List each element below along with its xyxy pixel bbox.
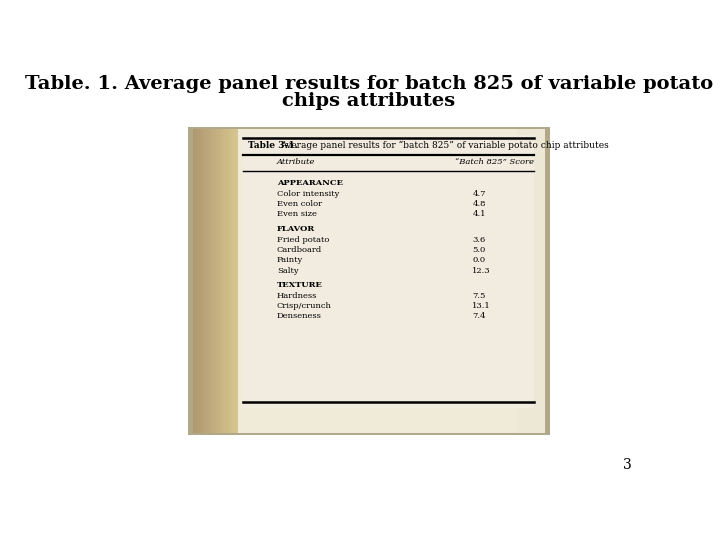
Text: Even color: Even color [277,200,322,208]
Bar [227,129,229,433]
Bar [217,129,220,433]
Text: Table. 1. Average panel results for batch 825 of variable potato: Table. 1. Average panel results for batc… [25,75,713,93]
Text: Hardness: Hardness [277,292,318,300]
Bar [517,129,545,433]
Text: 7.5: 7.5 [472,292,485,300]
Bar [188,127,550,435]
Bar [207,129,209,433]
Bar [213,129,215,433]
Bar [238,129,545,433]
Bar [204,129,207,433]
Bar [195,129,198,433]
Bar [200,129,202,433]
Text: 5.0: 5.0 [472,246,485,254]
Text: Salty: Salty [277,267,299,274]
Text: Crisp/crunch: Crisp/crunch [277,302,332,310]
Bar [229,129,231,433]
Text: Table 3-1.: Table 3-1. [248,141,298,150]
Text: 0.0: 0.0 [472,256,485,264]
Text: 3.6: 3.6 [472,236,485,244]
Bar [220,129,222,433]
Bar [231,129,233,433]
Bar [243,136,534,408]
Bar [193,129,238,433]
Text: Cardboard: Cardboard [277,246,322,254]
Bar [198,129,200,433]
Text: FLAVOR: FLAVOR [277,225,315,233]
Text: 7.4: 7.4 [472,313,486,320]
Bar [222,129,225,433]
Text: 13.1: 13.1 [472,302,491,310]
Bar [215,129,217,433]
Text: Painty: Painty [277,256,303,264]
Text: 12.3: 12.3 [472,267,491,274]
Bar [233,129,235,433]
Bar [211,129,213,433]
Text: 4.7: 4.7 [472,190,486,198]
Bar [225,129,227,433]
Text: chips attributes: chips attributes [282,92,456,110]
Text: 3: 3 [623,458,631,472]
Bar [209,129,211,433]
Text: APPEARANCE: APPEARANCE [277,179,343,187]
Bar [235,129,238,433]
Text: “Batch 825” Score: “Batch 825” Score [456,158,534,166]
Text: 4.1: 4.1 [472,211,486,218]
Bar [193,129,195,433]
Text: 4.8: 4.8 [472,200,486,208]
Text: Even size: Even size [277,211,317,218]
Bar [202,129,204,433]
Text: Denseness: Denseness [277,313,322,320]
Text: Average panel results for “batch 825” of variable potato chip attributes: Average panel results for “batch 825” of… [280,141,608,150]
Text: Color intensity: Color intensity [277,190,339,198]
Text: TEXTURE: TEXTURE [277,281,323,289]
Text: Fried potato: Fried potato [277,236,329,244]
Text: Attribute: Attribute [277,158,315,166]
